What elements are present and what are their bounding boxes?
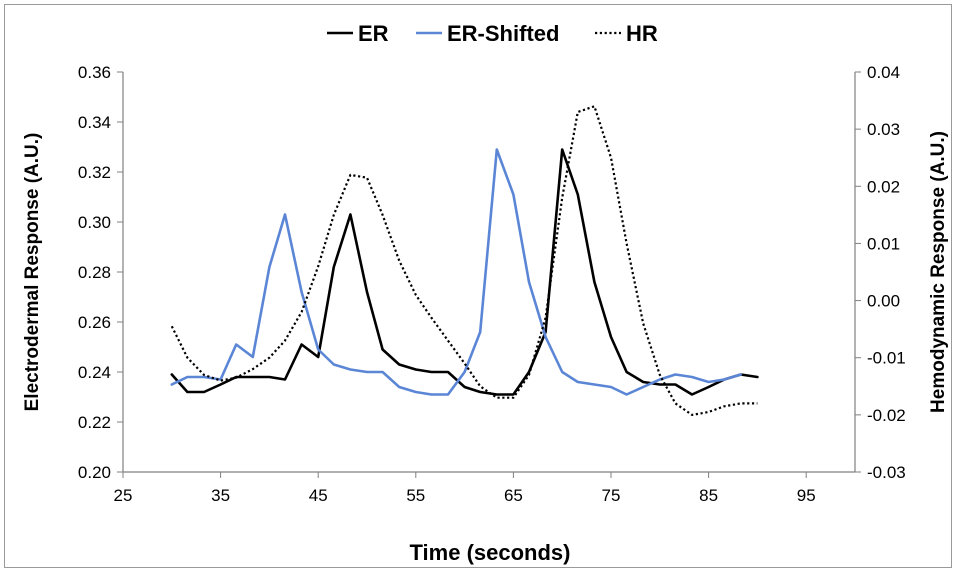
y-tick-label: 0.26 [78, 313, 111, 332]
y-tick-label: 0.30 [78, 213, 111, 232]
x-tick-label: 25 [114, 486, 133, 505]
x-tick-label: 35 [211, 486, 230, 505]
chart-frame [4, 4, 952, 568]
x-tick-label: 95 [797, 486, 816, 505]
y2-tick-label: -0.03 [867, 463, 906, 482]
y-tick-label: 0.28 [78, 263, 111, 282]
y2-tick-label: -0.02 [867, 406, 906, 425]
y-tick-label: 0.34 [78, 113, 111, 132]
y2-axis-title: Hemodynamic Response (A.U.) [928, 131, 949, 413]
x-tick-label: 85 [699, 486, 718, 505]
y-tick-label: 0.24 [78, 363, 111, 382]
y2-tick-label: -0.01 [867, 349, 906, 368]
series-er-line [170, 148, 759, 396]
x-tick-label: 65 [504, 486, 523, 505]
series-er-shifted-line [170, 148, 743, 396]
x-tick-label: 45 [309, 486, 328, 505]
y2-tick-label: 0.00 [867, 292, 900, 311]
legend-label: ER [358, 21, 389, 46]
y-tick-label: 0.22 [78, 413, 111, 432]
y2-tick-label: 0.03 [867, 120, 900, 139]
legend: ER ER-Shifted HR [327, 21, 658, 46]
x-tick-label: 75 [602, 486, 621, 505]
axes: 25 35 45 55 65 75 85 95 0.20 0.22 0.24 0.26 0.28 0.30… [78, 63, 906, 505]
series-group [170, 105, 759, 416]
y-tick-label: 0.32 [78, 163, 111, 182]
y-axis-title: Electrodermal Response (A.U.) [22, 133, 43, 412]
x-tick-label: 55 [406, 486, 425, 505]
y2-tick-label: 0.04 [867, 63, 900, 82]
y-tick-label: 0.36 [78, 63, 111, 82]
y2-tick-label: 0.02 [867, 177, 900, 196]
y2-tick-label: 0.01 [867, 234, 900, 253]
x-axis-title: Time (seconds) [410, 540, 571, 565]
legend-label: ER-Shifted [447, 21, 559, 46]
legend-label: HR [626, 21, 658, 46]
y-tick-label: 0.20 [78, 463, 111, 482]
series-hr-line [170, 105, 758, 416]
